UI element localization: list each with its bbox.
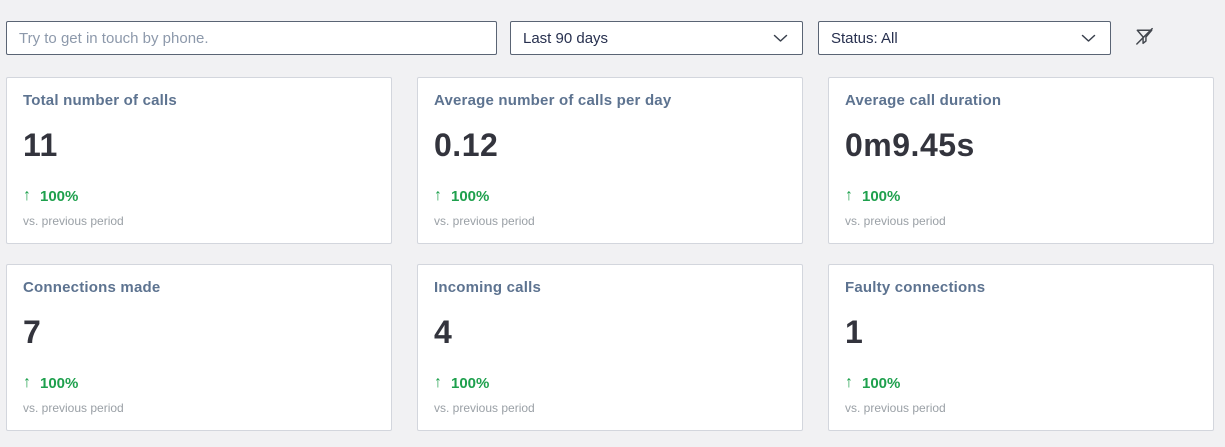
- delta-percent: 100%: [451, 374, 490, 392]
- kpi-card-incoming-calls: Incoming calls 4 ↑ 100% vs. previous per…: [417, 264, 803, 431]
- date-range-value: Last 90 days: [523, 29, 609, 47]
- arrow-up-icon: ↑: [23, 374, 31, 391]
- delta-percent: 100%: [451, 187, 490, 205]
- date-range-dropdown[interactable]: Last 90 days: [510, 21, 803, 55]
- delta-percent: 100%: [40, 187, 79, 205]
- search-input[interactable]: [6, 21, 497, 55]
- card-caption: vs. previous period: [845, 214, 946, 228]
- card-caption: vs. previous period: [434, 401, 535, 415]
- arrow-up-icon: ↑: [845, 374, 853, 391]
- clear-filters-button[interactable]: [1129, 23, 1159, 53]
- kpi-card-total-calls: Total number of calls 11 ↑ 100% vs. prev…: [6, 77, 392, 244]
- arrow-up-icon: ↑: [23, 187, 31, 204]
- card-title: Average number of calls per day: [434, 92, 672, 109]
- delta-percent: 100%: [862, 187, 901, 205]
- card-delta: ↑ 100%: [434, 374, 786, 392]
- card-value: 7: [23, 314, 42, 350]
- arrow-up-icon: ↑: [434, 374, 442, 391]
- kpi-card-avg-call-duration: Average call duration 0m9.45s ↑ 100% vs.…: [828, 77, 1214, 244]
- card-caption: vs. previous period: [845, 401, 946, 415]
- card-value: 0.12: [434, 127, 499, 163]
- kpi-card-avg-calls-per-day: Average number of calls per day 0.12 ↑ 1…: [417, 77, 803, 244]
- card-delta: ↑ 100%: [845, 187, 1197, 205]
- chevron-down-icon: [773, 34, 788, 43]
- card-title: Faulty connections: [845, 279, 986, 296]
- kpi-card-connections-made: Connections made 7 ↑ 100% vs. previous p…: [6, 264, 392, 431]
- card-delta: ↑ 100%: [23, 187, 375, 205]
- card-value: 1: [845, 314, 864, 350]
- status-value: Status: All: [831, 29, 898, 47]
- card-title: Total number of calls: [23, 92, 177, 109]
- card-delta: ↑ 100%: [845, 374, 1197, 392]
- card-caption: vs. previous period: [23, 214, 124, 228]
- status-dropdown[interactable]: Status: All: [818, 21, 1111, 55]
- card-delta: ↑ 100%: [23, 374, 375, 392]
- card-value: 4: [434, 314, 453, 350]
- delta-percent: 100%: [40, 374, 79, 392]
- kpi-card-grid: Total number of calls 11 ↑ 100% vs. prev…: [6, 77, 1214, 431]
- filter-toolbar: Last 90 days Status: All: [6, 21, 1214, 55]
- card-caption: vs. previous period: [23, 401, 124, 415]
- arrow-up-icon: ↑: [845, 187, 853, 204]
- filter-off-icon: [1133, 25, 1156, 51]
- card-title: Average call duration: [845, 92, 1002, 109]
- card-value: 11: [23, 127, 58, 163]
- kpi-card-faulty-connections: Faulty connections 1 ↑ 100% vs. previous…: [828, 264, 1214, 431]
- arrow-up-icon: ↑: [434, 187, 442, 204]
- card-title: Connections made: [23, 279, 161, 296]
- card-caption: vs. previous period: [434, 214, 535, 228]
- card-delta: ↑ 100%: [434, 187, 786, 205]
- delta-percent: 100%: [862, 374, 901, 392]
- card-value: 0m9.45s: [845, 127, 975, 163]
- card-title: Incoming calls: [434, 279, 541, 296]
- chevron-down-icon: [1081, 34, 1096, 43]
